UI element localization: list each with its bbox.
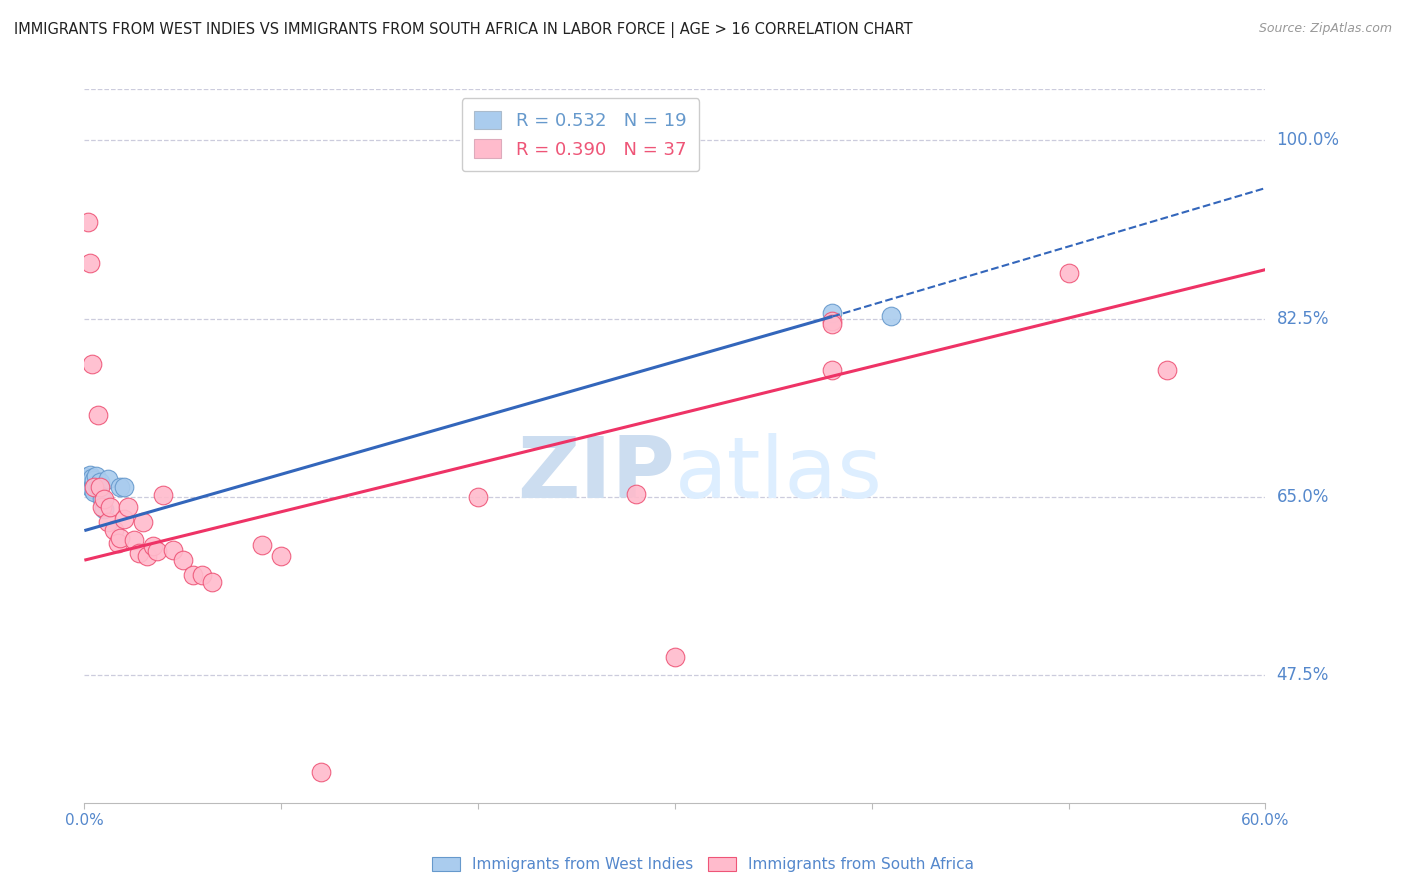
Point <box>107 536 129 550</box>
Point <box>172 553 194 567</box>
Point <box>132 516 155 530</box>
Point <box>83 480 105 494</box>
Point <box>880 309 903 323</box>
Point <box>821 317 844 331</box>
Point <box>91 491 114 506</box>
Point <box>79 255 101 269</box>
Point <box>83 473 105 487</box>
Text: 47.5%: 47.5% <box>1277 666 1329 684</box>
Text: IMMIGRANTS FROM WEST INDIES VS IMMIGRANTS FROM SOUTH AFRICA IN LABOR FORCE | AGE: IMMIGRANTS FROM WEST INDIES VS IMMIGRANT… <box>14 22 912 38</box>
Text: 65.0%: 65.0% <box>1277 488 1329 506</box>
Point <box>191 568 214 582</box>
Point <box>84 468 107 483</box>
Point <box>201 574 224 589</box>
Point <box>79 475 101 489</box>
Point <box>146 544 169 558</box>
Point <box>1156 362 1178 376</box>
Point <box>84 476 107 491</box>
Point <box>83 484 105 499</box>
Point <box>112 512 135 526</box>
Legend: Immigrants from West Indies, Immigrants from South Africa: Immigrants from West Indies, Immigrants … <box>425 849 981 880</box>
Point <box>97 472 120 486</box>
Point <box>89 475 111 489</box>
Point <box>122 533 145 547</box>
Point <box>112 480 135 494</box>
Point <box>1057 266 1080 280</box>
Point <box>108 531 131 545</box>
Point <box>98 500 121 515</box>
Point <box>181 568 204 582</box>
Point <box>128 546 150 560</box>
Point <box>91 500 114 515</box>
Point <box>624 487 647 501</box>
Point <box>152 488 174 502</box>
Point <box>97 516 120 530</box>
Point <box>250 538 273 552</box>
Legend: R = 0.532   N = 19, R = 0.390   N = 37: R = 0.532 N = 19, R = 0.390 N = 37 <box>461 98 699 171</box>
Text: ZIP: ZIP <box>517 433 675 516</box>
Point <box>270 549 292 563</box>
Point <box>87 409 110 423</box>
Point <box>79 467 101 482</box>
Point <box>664 650 686 665</box>
Point <box>75 469 97 483</box>
Point <box>117 500 139 515</box>
Text: Source: ZipAtlas.com: Source: ZipAtlas.com <box>1258 22 1392 36</box>
Point <box>77 472 100 486</box>
Point <box>82 470 104 484</box>
Point <box>93 502 115 516</box>
Point <box>89 480 111 494</box>
Point <box>467 490 489 504</box>
Point <box>103 523 125 537</box>
Point <box>821 306 844 320</box>
Point <box>82 358 104 372</box>
Point <box>77 215 100 229</box>
Text: 100.0%: 100.0% <box>1277 131 1340 149</box>
Point <box>162 543 184 558</box>
Point <box>821 362 844 376</box>
Point <box>142 539 165 553</box>
Point <box>821 313 844 327</box>
Point <box>136 549 159 563</box>
Point <box>309 765 332 780</box>
Point <box>82 482 104 496</box>
Point <box>87 480 110 494</box>
Point <box>108 480 131 494</box>
Text: 82.5%: 82.5% <box>1277 310 1329 327</box>
Text: atlas: atlas <box>675 433 883 516</box>
Point <box>93 491 115 506</box>
